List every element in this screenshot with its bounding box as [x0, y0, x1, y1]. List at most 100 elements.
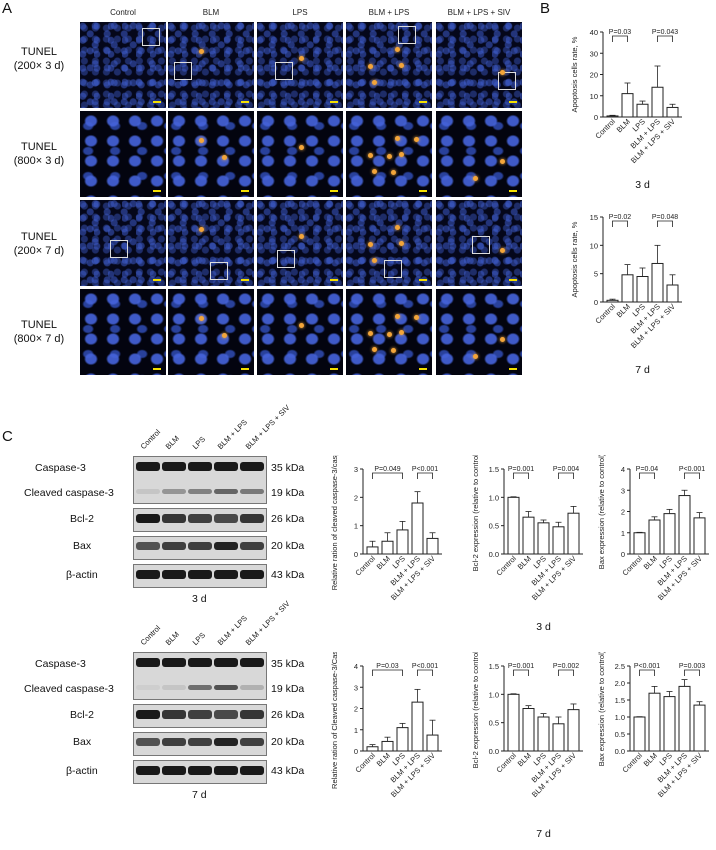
- y-tick-label: 1.0: [489, 493, 499, 502]
- scale-bar: [241, 190, 249, 192]
- tunel-positive-cell: [399, 330, 404, 335]
- x-tick-label: BLM: [516, 554, 533, 571]
- significance-bracket: [372, 669, 403, 676]
- protein-band: [214, 710, 238, 719]
- lane-label: BLM: [163, 629, 181, 647]
- y-tick-label: 0: [594, 298, 598, 307]
- tunel-image: [346, 22, 432, 108]
- bar: [666, 284, 679, 303]
- chart-cleaved-ratio-3d: 0 1 2 3 Relative ration of cleaved caspase-3…: [330, 455, 442, 602]
- y-tick-label: 0.0: [489, 747, 499, 756]
- molecular-weight-label: 19 kDa: [271, 487, 305, 499]
- p-value-label: P=0.03: [376, 663, 398, 670]
- scale-bar: [330, 101, 338, 103]
- y-tick-label: 1.5: [615, 696, 625, 705]
- band-label: Caspase-3: [35, 462, 86, 474]
- y-tick-label: 1.0: [489, 690, 499, 699]
- bar: [606, 299, 619, 303]
- y-tick-label: 1: [621, 529, 625, 538]
- zoom-region-box: [498, 72, 516, 90]
- y-tick-label: 15: [590, 213, 598, 222]
- row-label-line2: (800× 7 d): [13, 333, 65, 345]
- zoom-region-box: [275, 62, 293, 80]
- tunel-positive-cell: [391, 348, 396, 353]
- protein-band: [240, 542, 264, 550]
- x-tick-label: BLM: [615, 117, 632, 134]
- y-tick-label: 0.5: [489, 522, 499, 531]
- row-label: TUNEL (800× 7 d): [4, 318, 74, 346]
- x-tick-label: BLM: [642, 554, 659, 571]
- y-tick-label: 2: [354, 493, 358, 502]
- scale-bar: [153, 190, 161, 192]
- bar: [633, 532, 646, 555]
- protein-band: [136, 766, 160, 775]
- y-axis-label: Relative ration of cleaved caspase-3/cas…: [330, 455, 339, 590]
- protein-band: [136, 489, 160, 494]
- significance-bracket: [612, 35, 628, 42]
- protein-band: [162, 738, 186, 746]
- protein-band: [214, 738, 238, 746]
- chart-caption: 7 d: [635, 364, 650, 376]
- tunel-positive-cell: [222, 155, 227, 160]
- tunel-positive-cell: [199, 49, 204, 54]
- bar: [633, 716, 646, 752]
- scale-bar: [153, 101, 161, 103]
- panel-a-letter: A: [2, 0, 13, 17]
- significance-bracket: [558, 669, 574, 676]
- y-tick-label: 10: [590, 92, 598, 101]
- column-label: LPS: [292, 8, 308, 17]
- blot-timepoint-caption: 3 d: [192, 593, 207, 605]
- protein-band: [188, 738, 212, 746]
- p-value-label: P=0.043: [652, 29, 678, 36]
- band-label: β-actin: [66, 569, 98, 581]
- molecular-weight-label: 43 kDa: [271, 765, 305, 777]
- protein-band: [162, 542, 186, 550]
- protein-band: [162, 766, 186, 775]
- p-value-label: P=0.001: [508, 466, 534, 473]
- tunel-image: [346, 289, 432, 375]
- bar: [663, 696, 676, 752]
- tunel-positive-cell: [395, 314, 400, 319]
- chart-caption: 3 d: [536, 621, 551, 633]
- protein-band: [214, 766, 238, 775]
- tunel-image: [80, 22, 166, 108]
- chart-bax-3d: 0 1 2 3 4 Bax expression (relative to control…: [597, 455, 709, 602]
- tunel-positive-cell: [372, 80, 377, 85]
- tunel-image: [436, 111, 522, 197]
- tunel-positive-cell: [299, 145, 304, 150]
- tunel-positive-cell: [199, 227, 204, 232]
- protein-band: [214, 462, 238, 471]
- scale-bar: [330, 190, 338, 192]
- tunel-positive-cell: [372, 258, 377, 263]
- y-tick-label: 3: [354, 683, 358, 692]
- protein-band: [136, 570, 160, 579]
- protein-band: [214, 685, 238, 690]
- row-label-line1: TUNEL: [20, 46, 58, 58]
- bar: [666, 106, 679, 118]
- protein-band: [188, 542, 212, 550]
- y-tick-label: 0: [594, 113, 598, 122]
- y-axis-label: Bcl-2 expression (relative to control): [471, 455, 480, 571]
- band-label: Bcl-2: [70, 513, 94, 525]
- tunel-positive-cell: [387, 154, 392, 159]
- lane-label: LPS: [190, 630, 208, 647]
- chart-bcl2-3d: 0.0 0.5 1.0 1.5 Bcl-2 expression (relative t…: [471, 455, 583, 633]
- tunel-positive-cell: [391, 170, 396, 175]
- zoom-region-box: [210, 262, 228, 280]
- bar: [522, 516, 535, 555]
- tunel-positive-cell: [395, 136, 400, 141]
- p-value-label: P<0.001: [634, 663, 660, 670]
- y-tick-label: 30: [590, 49, 598, 58]
- tunel-positive-cell: [473, 354, 478, 359]
- bar: [678, 685, 691, 752]
- zoom-region-box: [277, 250, 295, 268]
- tunel-image: [257, 111, 343, 197]
- tunel-image: [80, 111, 166, 197]
- chart-cleaved-ratio-7d: 0 1 2 3 4 Relative ration of Cleaved caspase-…: [330, 652, 442, 799]
- bar: [366, 746, 379, 752]
- lane-label: BLM + LPS + SIV: [243, 403, 292, 451]
- bar: [507, 496, 520, 555]
- bar: [522, 708, 535, 752]
- lane-label: BLM + LPS: [215, 613, 249, 647]
- bar: [651, 86, 664, 118]
